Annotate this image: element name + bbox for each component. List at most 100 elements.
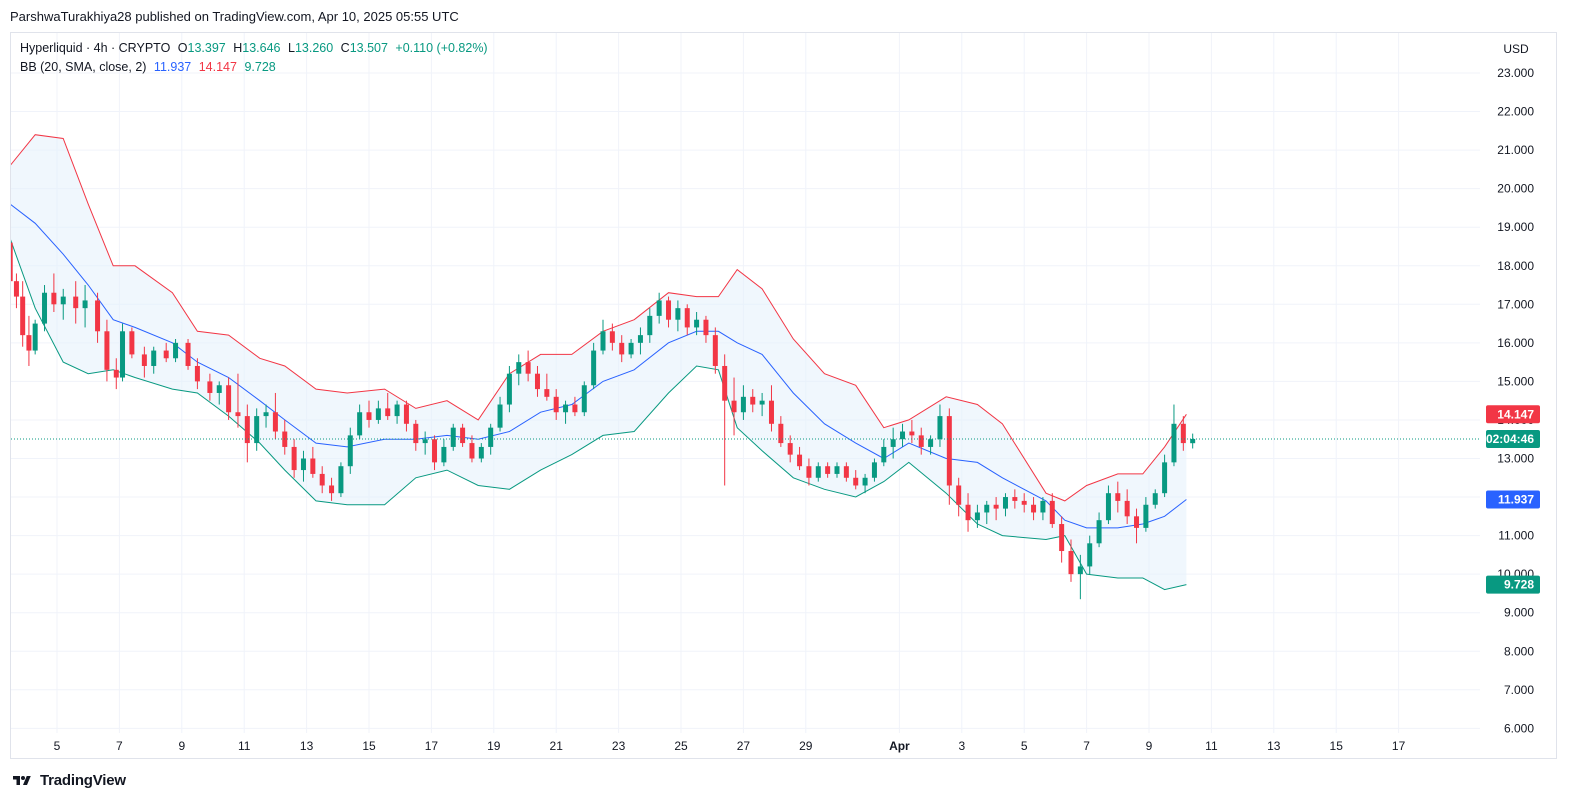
candle-body[interactable]	[890, 439, 896, 447]
candle-body[interactable]	[1190, 438, 1196, 444]
candle-body[interactable]	[113, 369, 119, 378]
candle-body[interactable]	[366, 412, 372, 420]
candle-body[interactable]	[385, 408, 391, 417]
candle-body[interactable]	[750, 396, 756, 405]
candle-body[interactable]	[722, 365, 728, 401]
candle-body[interactable]	[163, 350, 169, 359]
candle-body[interactable]	[263, 412, 269, 417]
candle-body[interactable]	[488, 427, 494, 447]
candle-body[interactable]	[1105, 493, 1111, 521]
candle-body[interactable]	[768, 400, 774, 424]
candle-body[interactable]	[1049, 500, 1055, 525]
candle-body[interactable]	[120, 331, 126, 378]
candle-body[interactable]	[1087, 543, 1093, 567]
candle-body[interactable]	[619, 342, 625, 355]
candle-body[interactable]	[825, 466, 831, 474]
candle-body[interactable]	[1115, 493, 1121, 501]
candle-body[interactable]	[1059, 524, 1065, 552]
candle-body[interactable]	[516, 362, 522, 374]
candle-body[interactable]	[666, 300, 672, 320]
candle-body[interactable]	[1012, 497, 1018, 501]
candle-body[interactable]	[319, 473, 325, 486]
candle-body[interactable]	[984, 504, 990, 513]
candle-body[interactable]	[478, 446, 484, 459]
candle-body[interactable]	[553, 396, 559, 413]
candle-body[interactable]	[544, 389, 550, 397]
candle-body[interactable]	[73, 296, 79, 309]
candle-body[interactable]	[712, 335, 718, 366]
candle-body[interactable]	[1096, 520, 1102, 544]
candle-body[interactable]	[185, 342, 191, 366]
candle-body[interactable]	[347, 435, 353, 467]
tradingview-brand[interactable]: TradingView	[40, 772, 126, 789]
candle-body[interactable]	[1040, 500, 1046, 513]
candle-body[interactable]	[1162, 462, 1168, 494]
candle-body[interactable]	[806, 466, 812, 478]
candle-body[interactable]	[731, 400, 737, 413]
candle-body[interactable]	[937, 416, 943, 440]
candle-body[interactable]	[375, 408, 381, 420]
candle-body[interactable]	[694, 319, 700, 328]
symbol-name[interactable]: Hyperliquid · 4h · CRYPTO	[20, 41, 171, 55]
candle-body[interactable]	[965, 504, 971, 521]
candle-body[interactable]	[881, 446, 887, 463]
candle-body[interactable]	[759, 400, 765, 405]
candle-body[interactable]	[946, 416, 952, 486]
candle-body[interactable]	[235, 412, 241, 417]
candle-body[interactable]	[244, 416, 250, 444]
candle-body[interactable]	[207, 381, 213, 393]
candle-body[interactable]	[254, 416, 260, 444]
candle-body[interactable]	[1124, 500, 1130, 517]
candle-body[interactable]	[525, 362, 531, 374]
bb-indicator-label[interactable]: BB (20, SMA, close, 2)	[20, 60, 147, 74]
candle-body[interactable]	[843, 466, 849, 478]
candle-body[interactable]	[900, 431, 906, 440]
candle-body[interactable]	[82, 300, 88, 309]
candle-body[interactable]	[338, 466, 344, 494]
candle-body[interactable]	[450, 427, 456, 447]
candle-body[interactable]	[740, 396, 746, 413]
candle-body[interactable]	[703, 319, 709, 336]
candle-body[interactable]	[591, 350, 597, 386]
candle-body[interactable]	[956, 485, 962, 505]
candle-body[interactable]	[600, 331, 606, 351]
candle-body[interactable]	[928, 439, 934, 447]
candle-body[interactable]	[272, 412, 278, 432]
candle-body[interactable]	[42, 292, 48, 324]
candle-body[interactable]	[129, 331, 135, 355]
candle-body[interactable]	[51, 292, 57, 305]
candle-body[interactable]	[413, 423, 419, 444]
candle-body[interactable]	[1143, 504, 1149, 528]
candle-body[interactable]	[797, 454, 803, 467]
candle-body[interactable]	[637, 335, 643, 343]
candle-body[interactable]	[993, 504, 999, 509]
candle-body[interactable]	[628, 342, 634, 355]
candle-body[interactable]	[563, 404, 569, 413]
candle-body[interactable]	[329, 485, 335, 494]
candle-body[interactable]	[609, 331, 615, 343]
candle-body[interactable]	[815, 466, 821, 478]
candle-body[interactable]	[226, 385, 232, 413]
candle-body[interactable]	[1021, 500, 1027, 505]
candle-body[interactable]	[32, 323, 38, 351]
candle-body[interactable]	[1068, 551, 1074, 575]
candle-body[interactable]	[460, 427, 466, 444]
candle-body[interactable]	[871, 462, 877, 478]
candle-body[interactable]	[394, 404, 400, 417]
candle-body[interactable]	[60, 296, 66, 305]
candle-body[interactable]	[422, 439, 428, 444]
candle-body[interactable]	[8, 242, 13, 282]
candle-body[interactable]	[834, 466, 840, 474]
candle-body[interactable]	[141, 354, 147, 366]
candle-body[interactable]	[403, 404, 409, 424]
candle-body[interactable]	[974, 512, 980, 521]
candle-body[interactable]	[497, 404, 503, 428]
candle-body[interactable]	[778, 423, 784, 444]
candle-body[interactable]	[647, 315, 653, 336]
candle-body[interactable]	[1077, 566, 1083, 575]
candle-body[interactable]	[853, 477, 859, 486]
candle-body[interactable]	[1134, 516, 1140, 528]
candle-body[interactable]	[151, 350, 157, 366]
candle-body[interactable]	[862, 477, 868, 486]
candle-body[interactable]	[310, 458, 316, 474]
